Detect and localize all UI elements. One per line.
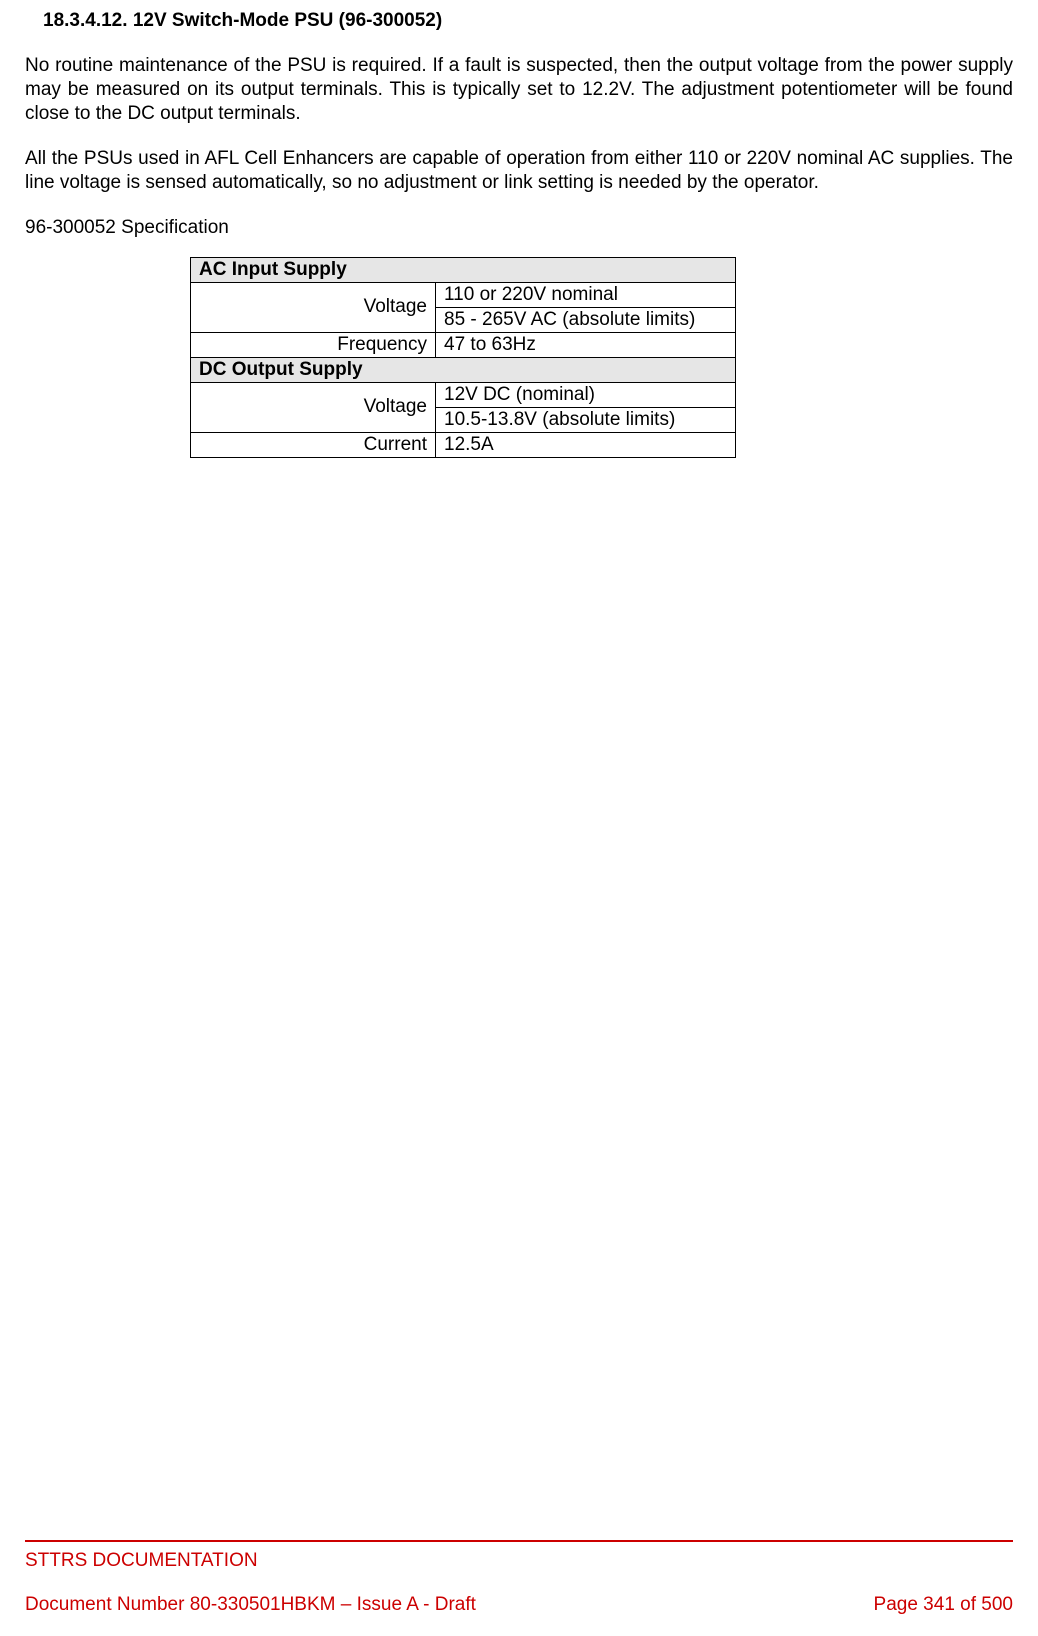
ac-voltage-label: Voltage (191, 282, 436, 332)
ac-frequency-label: Frequency (191, 332, 436, 357)
footer-doc-number: Document Number 80-330501HBKM – Issue A … (25, 1594, 476, 1616)
footer-divider (25, 1540, 1013, 1542)
table-row: AC Input Supply (191, 257, 736, 282)
ac-input-header: AC Input Supply (191, 257, 736, 282)
section-title: 12V Switch-Mode PSU (96-300052) (133, 10, 442, 31)
paragraph-2: All the PSUs used in AFL Cell Enhancers … (25, 147, 1013, 195)
table-row: Current 12.5A (191, 432, 736, 457)
table-row: Voltage 12V DC (nominal) (191, 382, 736, 407)
ac-voltage-nominal: 110 or 220V nominal (436, 282, 736, 307)
dc-output-header: DC Output Supply (191, 357, 736, 382)
paragraph-1: No routine maintenance of the PSU is req… (25, 54, 1013, 125)
ac-frequency-value: 47 to 63Hz (436, 332, 736, 357)
page-footer: STTRS DOCUMENTATION Document Number 80-3… (25, 1540, 1013, 1616)
ac-voltage-absolute: 85 - 265V AC (absolute limits) (436, 307, 736, 332)
dc-current-value: 12.5A (436, 432, 736, 457)
footer-org: STTRS DOCUMENTATION (25, 1550, 1013, 1572)
specification-table: AC Input Supply Voltage 110 or 220V nomi… (190, 257, 736, 458)
dc-current-label: Current (191, 432, 436, 457)
section-number: 18.3.4.12. (43, 10, 128, 31)
dc-voltage-absolute: 10.5-13.8V (absolute limits) (436, 407, 736, 432)
footer-page-number: Page 341 of 500 (874, 1594, 1013, 1616)
table-row: Voltage 110 or 220V nominal (191, 282, 736, 307)
table-row: DC Output Supply (191, 357, 736, 382)
footer-bottom-row: Document Number 80-330501HBKM – Issue A … (25, 1594, 1013, 1616)
spec-intro: 96-300052 Specification (25, 217, 1013, 239)
dc-voltage-label: Voltage (191, 382, 436, 432)
table-row: Frequency 47 to 63Hz (191, 332, 736, 357)
dc-voltage-nominal: 12V DC (nominal) (436, 382, 736, 407)
section-heading: 18.3.4.12. 12V Switch-Mode PSU (96-30005… (43, 10, 1013, 32)
